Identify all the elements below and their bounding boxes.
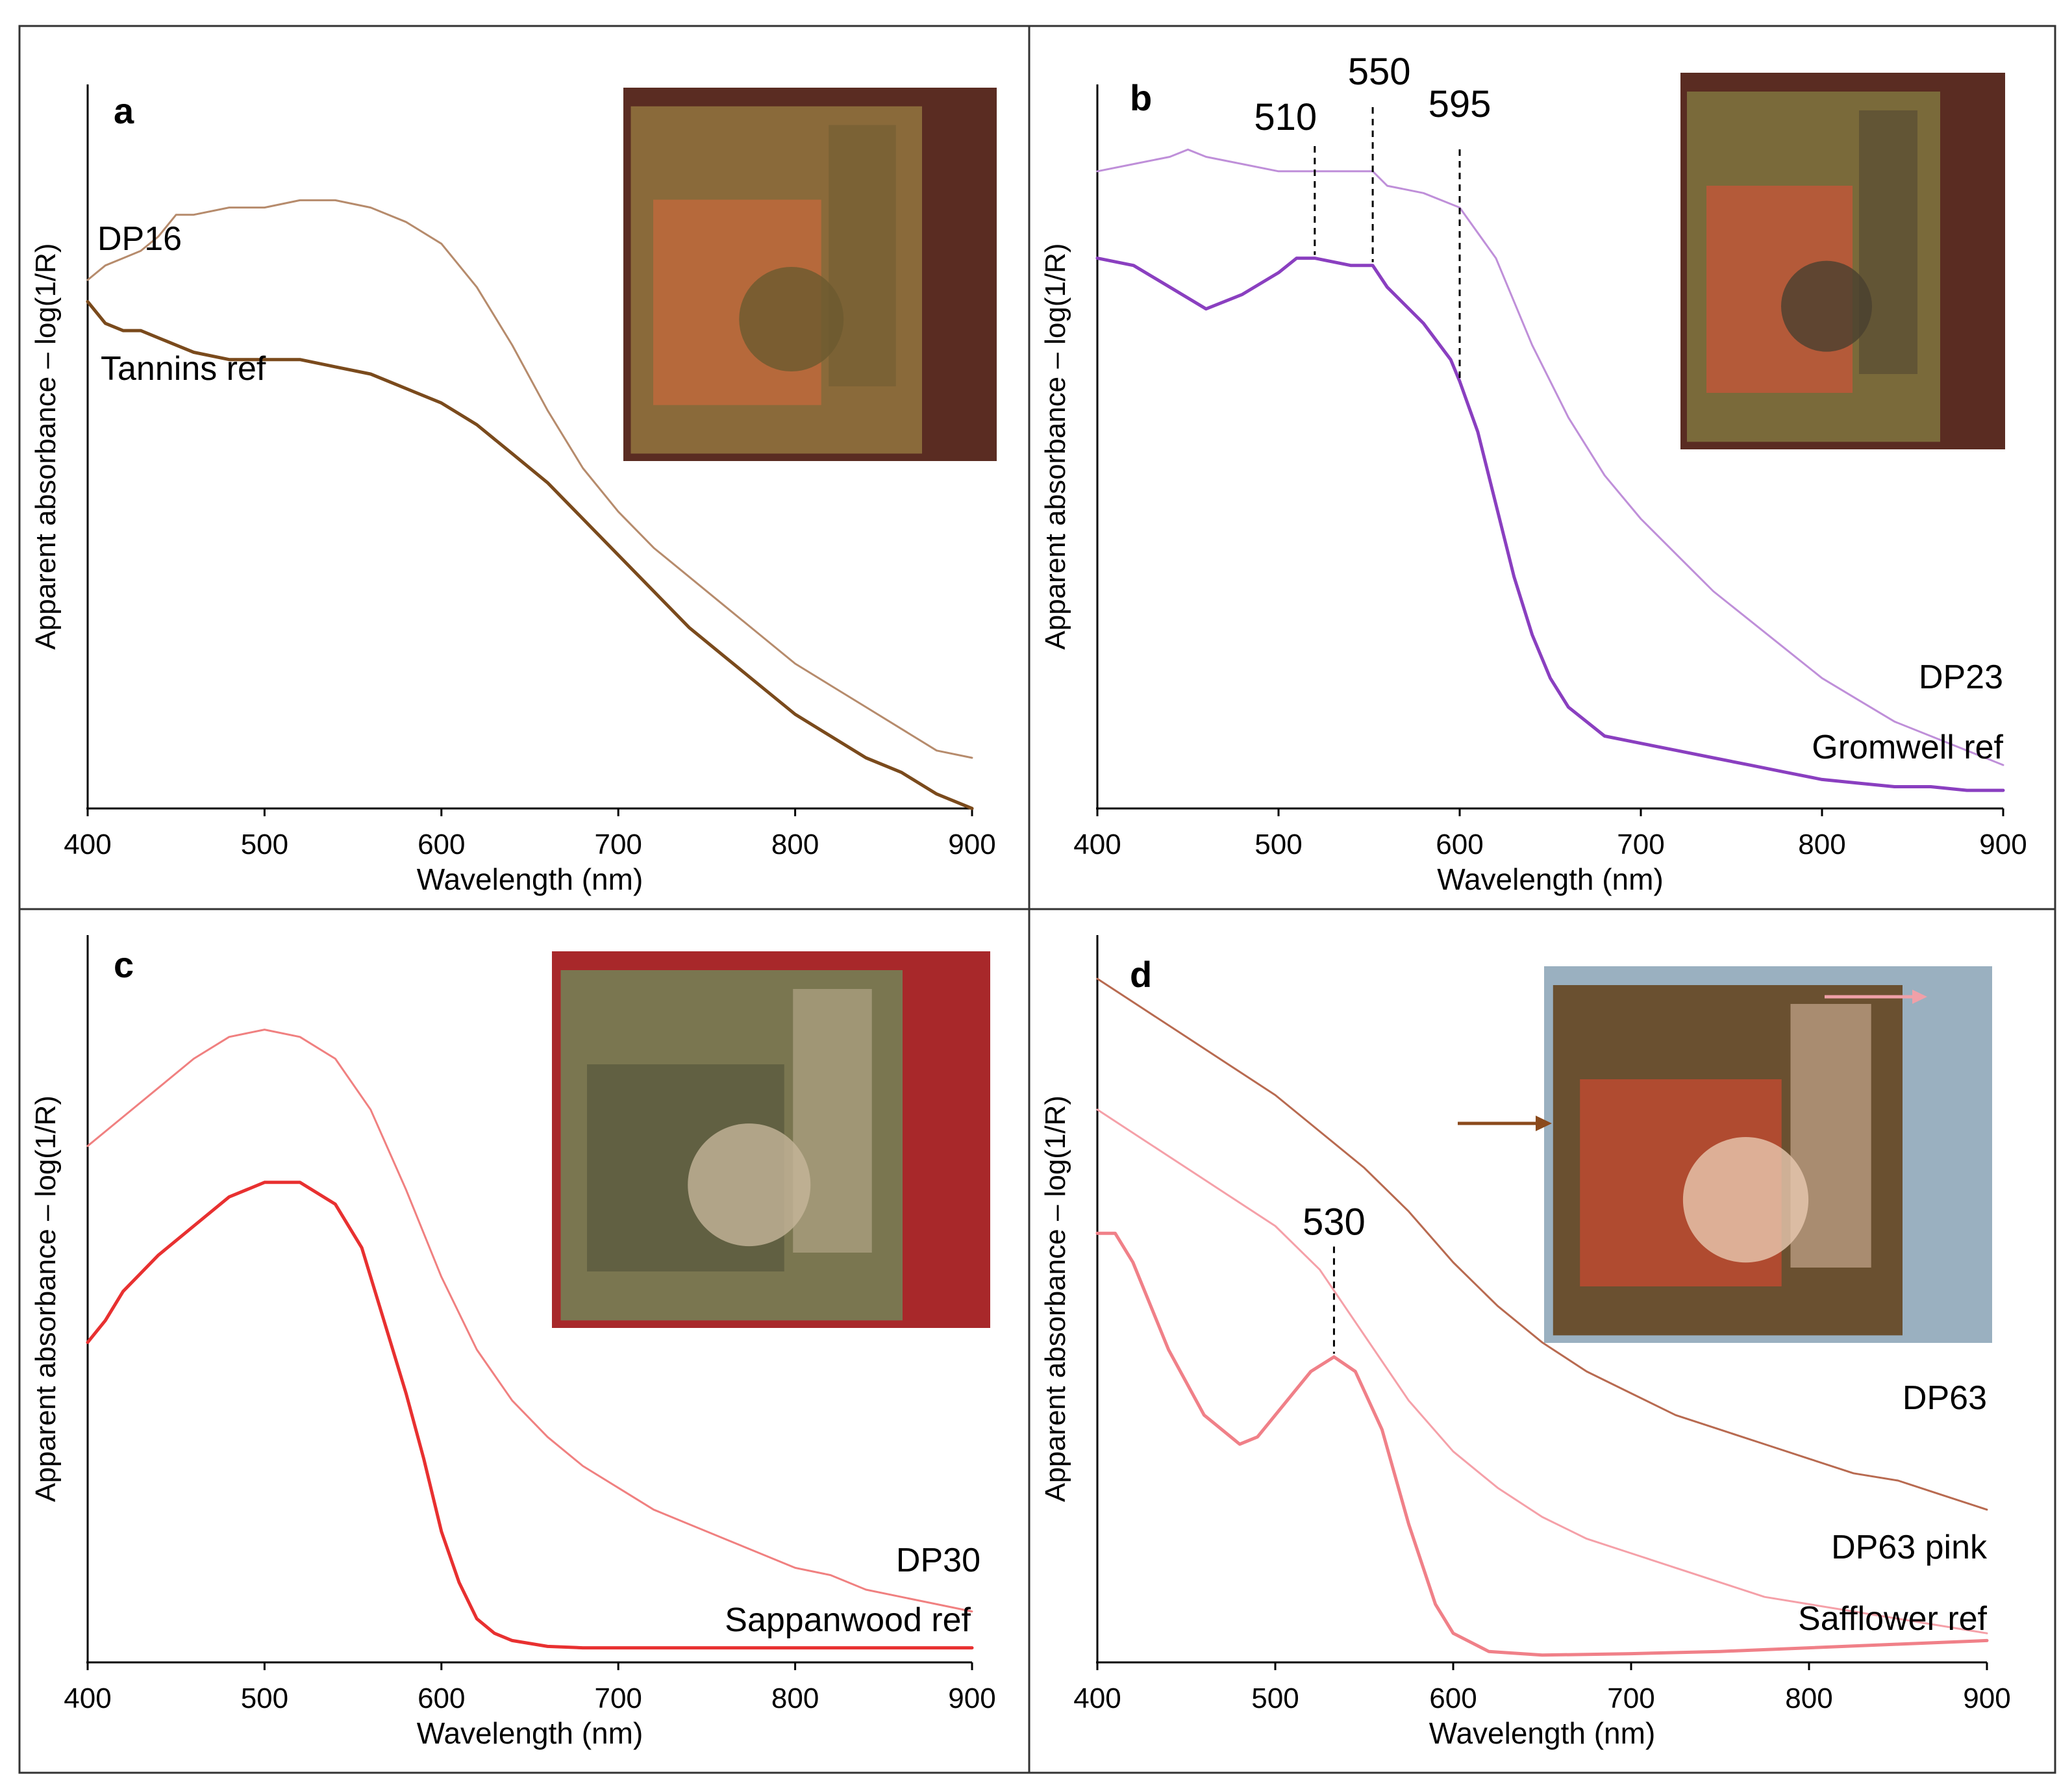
x-tick-label: 900 [948,1683,995,1714]
x-tick-label: 600 [1436,829,1483,860]
photo-figure [688,1123,811,1247]
chart-panel-d: 400 500 600 700 800 900 Wavelength (nm) Apparen… [1040,935,2011,1750]
panel-letter: d [1130,954,1152,995]
x-tick-label: 900 [1979,829,2027,860]
x-tick-label: 700 [1607,1683,1654,1714]
y-axis-label: Apparent absorbance – log(1/R) [1040,243,1071,649]
x-tick-label: 900 [948,829,995,860]
series-line-dp30 [86,1029,973,1613]
series-line-dp16 [86,199,973,759]
pink-arrow-head-icon [1912,990,1927,1004]
x-tick-label: 700 [1617,829,1664,860]
photo-region [793,989,872,1253]
x-tick-label: 500 [1251,1683,1299,1714]
photo-inset [623,88,997,461]
series-label-dp30: DP30 [896,1542,980,1579]
chart-panel-a: 400 500 600 700 800 900 Wavelength (nm) Apparen… [30,84,997,896]
photo-region [1859,110,1917,374]
panel-letter: a [114,90,134,131]
x-tick-label: 400 [64,829,111,860]
photo-region [1790,1004,1871,1268]
x-tick-label: 600 [418,1683,465,1714]
x-tick-label: 800 [1798,829,1845,860]
series-line-dp23 [1096,148,2004,766]
x-tick-label: 700 [594,829,642,860]
outer-border [18,25,2056,1774]
series-line-dp63-pink [1096,1108,1988,1634]
y-axis-label: Apparent absorbance – log(1/R) [1040,1095,1071,1502]
photo-figure [739,267,844,371]
series-label-safflower-ref: Safflower ref [1798,1600,1988,1638]
x-tick-label: 600 [1429,1683,1477,1714]
series-label-gromwell-ref: Gromwell ref [1812,729,2003,766]
x-tick-label: 400 [1073,829,1121,860]
x-tick-label: 500 [241,1683,288,1714]
x-tick-label: 500 [1254,829,1302,860]
peak-label: 595 [1429,83,1492,125]
series-label-sappanwood-ref: Sappanwood ref [725,1601,971,1639]
panel-frame [18,25,2056,1774]
photo-figure [1682,1137,1809,1263]
series-label-dp63-pink: DP63 pink [1831,1529,1988,1566]
series-line-dp63 [1096,977,1988,1511]
series-label-dp23: DP23 [1919,658,2003,696]
photo-inset [1544,966,1992,1343]
peak-label: 550 [1348,51,1411,93]
series-label-tannins-ref: Tannins ref [101,350,266,388]
x-axis-label: Wavelength (nm) [417,1716,643,1750]
x-tick-label: 400 [64,1683,111,1714]
x-tick-label: 400 [1073,1683,1121,1714]
series-line-tannins-ref [86,300,974,810]
x-tick-label: 700 [594,1683,642,1714]
series-label-dp16: DP16 [97,220,182,258]
y-axis-label: Apparent absorbance – log(1/R) [30,1095,62,1502]
x-axis-label: Wavelength (nm) [417,862,643,896]
panel-letter: c [114,944,134,985]
photo-region [829,125,896,386]
brown-arrow-head-icon [1536,1116,1552,1131]
x-tick-label: 800 [771,829,819,860]
peak-label: 510 [1254,96,1317,138]
series-label-dp63: DP63 [1903,1379,1987,1417]
series-line-sappanwood-ref [86,1181,974,1650]
photo-figure [1781,260,1872,352]
x-tick-label: 900 [1963,1683,2010,1714]
x-tick-label: 800 [771,1683,819,1714]
chart-panel-c: 400 500 600 700 800 900 Wavelength (nm) Apparen… [30,935,996,1750]
panel-letter: b [1130,77,1152,118]
panels-layer: 400 500 600 700 800 900 Wavelength (nm) Apparen… [30,51,2027,1750]
x-axis-label: Wavelength (nm) [1429,1716,1656,1750]
x-tick-label: 500 [241,829,288,860]
x-tick-label: 600 [418,829,465,860]
peak-label: 530 [1303,1201,1366,1244]
photo-inset [552,951,990,1328]
chart-panel-b: 400 500 600 700 800 900 Wavelength (nm) Apparen… [1040,51,2027,896]
photo-inset [1680,73,2005,449]
x-tick-label: 800 [1785,1683,1832,1714]
x-axis-label: Wavelength (nm) [1437,862,1664,896]
series-line-gromwell-ref [1095,256,2005,792]
series-line-safflower-ref [1095,1231,1989,1657]
y-axis-label: Apparent absorbance – log(1/R) [30,243,62,649]
